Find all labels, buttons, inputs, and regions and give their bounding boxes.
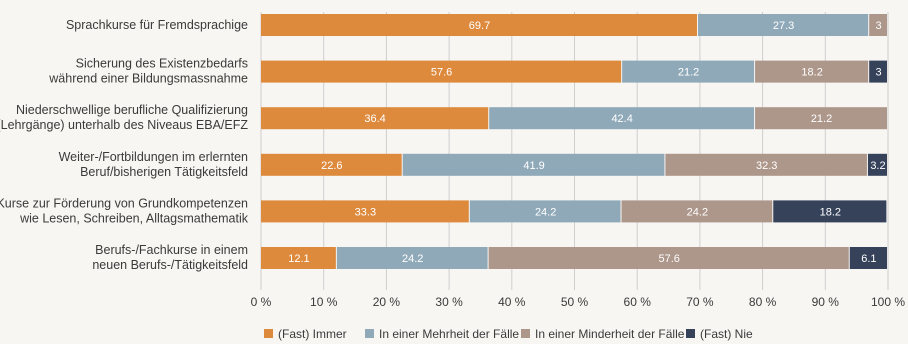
category-label-line: während einer Bildungsmassnahme	[48, 72, 248, 86]
bar-value-label: 32.3	[756, 160, 777, 172]
bar-value-label: 24.2	[535, 206, 556, 218]
x-tick-label: 40 %	[498, 295, 526, 309]
bar-value-label: 69.7	[469, 20, 490, 32]
x-tick-label: 100 %	[871, 295, 905, 309]
bar-value-label: 24.2	[402, 253, 423, 265]
bar-segment	[261, 107, 489, 130]
category-label-line: Beruf/bisherigen Tätigkeitsfeld	[80, 165, 248, 179]
category-label-line: Berufs-/Fachkurse in einem	[95, 243, 248, 257]
bar-value-label: 3.2	[870, 160, 885, 172]
bar-segment	[849, 247, 887, 269]
x-tick-label: 30 %	[435, 295, 463, 309]
legend-label: In einer Mehrheit der Fälle	[379, 327, 519, 341]
gridlines	[260, 12, 889, 290]
category-label: Sprachkurse für Fremdsprachige	[66, 18, 248, 32]
legend: (Fast) Immer In einer Mehrheit der Fälle I…	[264, 327, 753, 341]
x-tick-label: 60 %	[624, 295, 652, 309]
legend-swatch	[521, 329, 530, 338]
bar-segment	[261, 200, 469, 223]
bar-segment	[869, 60, 887, 83]
category-label-line: wie Lesen, Schreiben, Alltagsmathematik	[19, 211, 249, 225]
bar-value-label: 57.6	[658, 253, 679, 265]
category-label-line: (Lehrgänge) unterhalb des Niveaus EBA/EF…	[0, 118, 248, 132]
bar-value-label: 27.3	[773, 20, 794, 32]
bar-segment	[755, 60, 869, 83]
legend-swatch	[365, 329, 374, 338]
bar-value-label: 42.4	[611, 113, 632, 125]
x-axis-ticks: 0 % 10 % 20 % 30 % 40 % 50 % 60 % 70 % 80 % 90 % 1…	[251, 295, 906, 309]
bar-segment	[698, 14, 869, 36]
bar-value-label: 6.1	[861, 253, 876, 265]
bar-segment	[621, 200, 773, 223]
bar-value-label: 22.6	[321, 160, 342, 172]
category-label: Weiter-/Fortbildungen im erlernten Beruf/…	[59, 150, 248, 179]
bar-value-label: 18.2	[820, 206, 841, 218]
bar-segment	[622, 60, 755, 83]
x-tick-label: 70 %	[686, 295, 714, 309]
category-label: Berufs-/Fachkurse in einem neuen Berufs-/…	[92, 243, 248, 272]
bar-segment	[402, 153, 665, 176]
bar-value-label: 36.4	[364, 113, 385, 125]
bar-value-label: 3	[876, 67, 882, 79]
x-tick-label: 10 %	[310, 295, 338, 309]
bar-segment	[488, 247, 849, 269]
bar-value-label: 18.2	[801, 67, 822, 79]
bar-value-label: 21.2	[678, 67, 699, 79]
bar-segment	[261, 60, 622, 83]
category-label-line: Niederschwellige berufliche Qualifizieru…	[16, 103, 248, 117]
category-label-line: neuen Berufs-/Tätigkeitsfeld	[92, 258, 248, 272]
category-label-line: Sicherung des Existenzbedarfs	[76, 57, 248, 71]
legend-label: In einer Minderheit der Fälle	[535, 327, 685, 341]
bar-segment	[489, 107, 755, 130]
bar-value-label: 33.3	[355, 206, 376, 218]
legend-swatch	[264, 329, 273, 338]
category-label-line: Kurse zur Förderung von Grundkompetenzen	[0, 196, 248, 210]
bar-segment	[261, 153, 402, 176]
x-tick-label: 80 %	[749, 295, 777, 309]
x-tick-label: 20 %	[373, 295, 401, 309]
bar-segment	[773, 200, 887, 223]
x-tick-label: 50 %	[561, 295, 589, 309]
category-labels: Sprachkurse für Fremdsprachige Sicherung …	[0, 18, 249, 272]
bar-value-label: 41.9	[523, 160, 544, 172]
bars: 69.7 27.3 3 57.6 21.2 18.2 3 36.4 42.4 21.2 22.6 41…	[261, 14, 887, 269]
category-label: Niederschwellige berufliche Qualifizieru…	[0, 103, 248, 132]
legend-swatch	[686, 329, 695, 338]
bar-segment	[261, 14, 698, 36]
bar-segment	[867, 153, 887, 176]
x-tick-label: 90 %	[812, 295, 840, 309]
bar-segment	[755, 107, 887, 130]
bar-value-label: 12.1	[288, 253, 309, 265]
category-label: Kurse zur Förderung von Grundkompetenzen…	[0, 196, 249, 225]
legend-label: (Fast) Nie	[700, 327, 753, 341]
bar-value-label: 57.6	[431, 67, 452, 79]
bar-value-label: 21.2	[811, 113, 832, 125]
bar-segment	[261, 247, 336, 269]
bar-value-label: 3	[876, 20, 882, 32]
bar-segment	[469, 200, 621, 223]
category-label: Sicherung des Existenzbedarfs während ein…	[48, 57, 248, 86]
x-tick-label: 0 %	[251, 295, 272, 309]
bar-segment	[336, 247, 488, 269]
legend-label: (Fast) Immer	[278, 327, 347, 341]
bar-value-label: 24.2	[687, 206, 708, 218]
bar-segment	[665, 153, 867, 176]
category-label-line: Weiter-/Fortbildungen im erlernten	[59, 150, 248, 164]
bar-segment	[869, 14, 887, 36]
